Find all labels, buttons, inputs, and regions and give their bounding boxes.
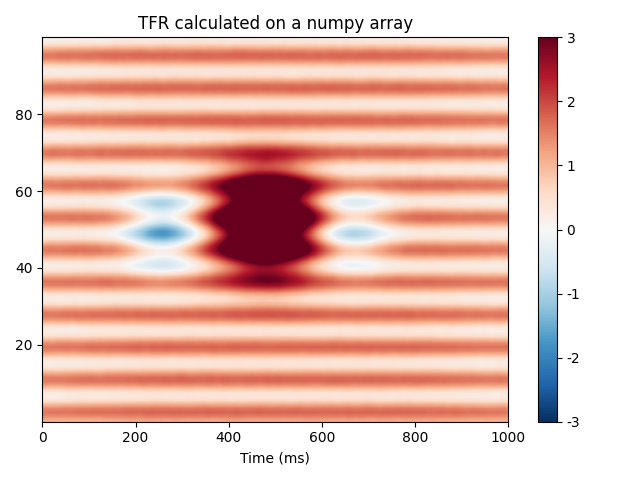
X-axis label: Time (ms): Time (ms) xyxy=(241,451,310,465)
Title: TFR calculated on a numpy array: TFR calculated on a numpy array xyxy=(138,15,413,33)
